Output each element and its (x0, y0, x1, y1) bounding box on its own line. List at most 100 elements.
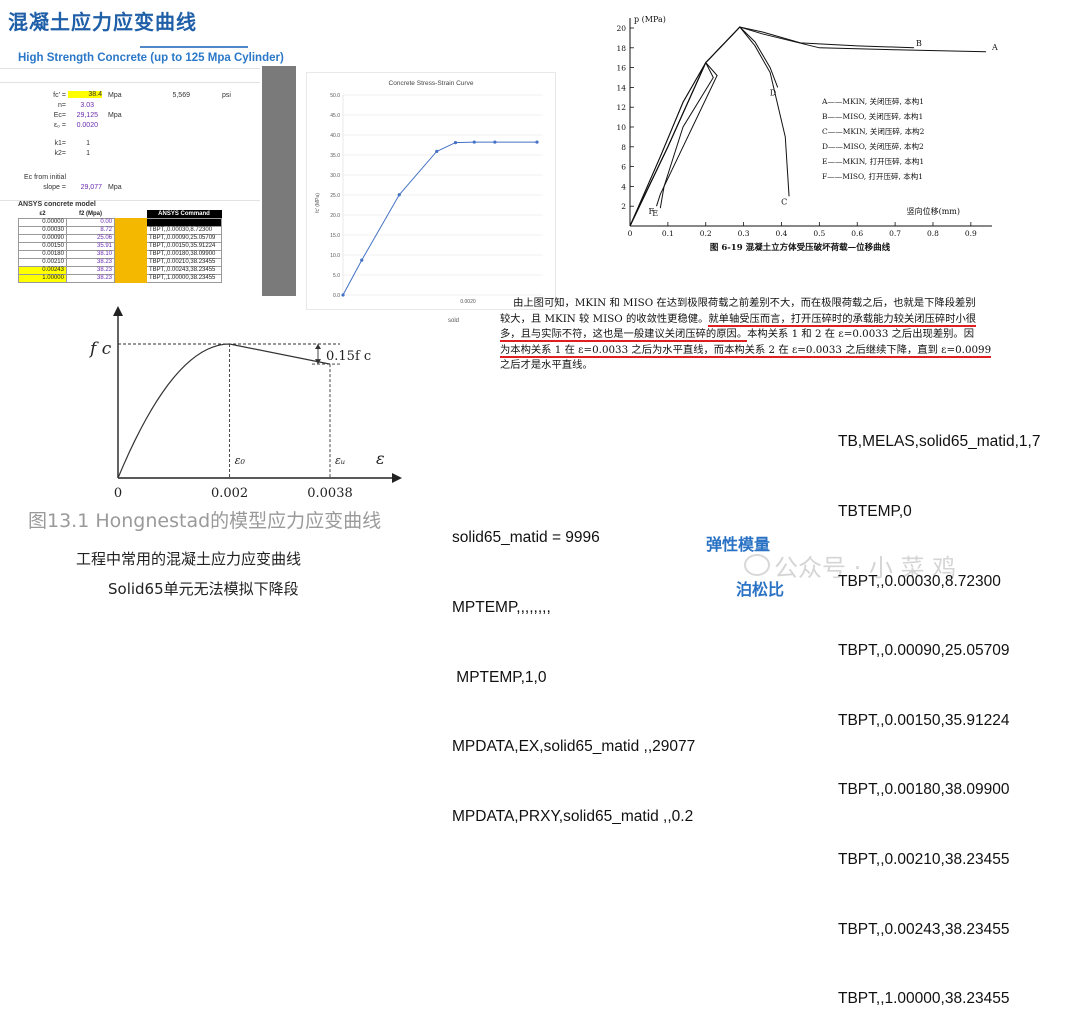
mkin-y-tick: 2 (621, 202, 626, 211)
mkin-legend-item: F——MISO, 打开压碎, 本构1 (822, 171, 923, 181)
command-line: TB,MELAS,solid65_matid,1,7 (838, 433, 1041, 451)
para-text: 之后才是水平直线。 (500, 359, 593, 371)
cell-ec-value: 29,125 (76, 112, 98, 119)
ansys-table: ε2 f2 (Mpa) ANSYS Command 0.00000 0.00 0.… (18, 210, 222, 283)
mkin-x-tick: 0.4 (776, 229, 788, 238)
cell-slope-label: slope = (43, 184, 66, 191)
excel-data-point (535, 140, 539, 144)
ansys-commands-left: solid65_matid = 9996 MPTEMP,,,,,,,, MPTE… (452, 480, 695, 851)
mkin-y-tick: 12 (616, 103, 626, 112)
mkin-legend-item: A——MKIN, 关闭压碎, 本构1 (821, 96, 924, 106)
mkin-x-tick: 0 (628, 229, 633, 238)
mkin-curve-label: E (652, 209, 658, 218)
cell-n-label: n= (58, 102, 66, 109)
sheet-gridline (0, 82, 260, 83)
excel-data-point (472, 140, 476, 144)
table-row: 0.00000 0.00 (18, 218, 222, 227)
hong-x-tick: 0 (114, 486, 122, 501)
command-line: solid65_matid = 9996 (452, 529, 600, 547)
cell-ec-unit: Mpa (108, 112, 122, 119)
cell-command: TBPT,,0.00030,8.72300 (146, 226, 222, 235)
note-common-curve: 工程中常用的混凝土应力应变曲线 (76, 550, 302, 568)
sheet-gridline (0, 200, 260, 201)
hong-annotation: 0.15f c (326, 349, 371, 364)
table-row: 0.00150 35.91 TBPT,,0.00150,35.91224 (18, 242, 222, 251)
cell-k1-value: 1 (86, 140, 90, 147)
ansys-commands-right: TB,MELAS,solid65_matid,1,7 TBTEMP,0 TBPT… (838, 384, 1040, 1034)
cell-stress: 25.06 (66, 234, 115, 243)
table-header-stress: f2 (Mpa) (79, 211, 102, 217)
mkin-curve-label: B (916, 39, 922, 48)
hongnestad-caption: 图13.1 Hongnestad的模型应力应变曲线 (28, 510, 382, 532)
mkin-y-tick: 10 (616, 123, 626, 132)
excel-y-tick: 35.0 (330, 153, 340, 159)
excel-data-point (397, 193, 401, 197)
mkin-y-tick: 16 (616, 64, 626, 73)
table-row: 0.00180 38.10 TBPT,,0.00180,38.09900 (18, 250, 222, 259)
cell-k2-value: 1 (86, 150, 90, 157)
mkin-series-c (629, 26, 790, 227)
cell-orange (114, 218, 147, 227)
mkin-y-tick: 20 (616, 24, 626, 33)
cell-stress: 35.91 (66, 242, 115, 251)
cell-stress: 38.23 (66, 266, 115, 275)
hong-curve (117, 343, 331, 479)
excel-y-tick: 0.0 (333, 293, 340, 299)
cell-strain: 0.00210 (18, 258, 67, 267)
cell-stress: 38.10 (66, 250, 115, 259)
cell-command: TBPT,,0.00090,25.05709 (146, 234, 222, 243)
cell-command: TBPT,,1.00000,38.23455 (146, 274, 222, 283)
para-line: 为本构关系 1 在 ε=0.0033 之后为水平直线，而本构关系 2 在 ε=0… (500, 343, 1022, 359)
excel-data-point (341, 293, 345, 297)
mkin-legend-item: E——MKIN, 打开压碎, 本构1 (822, 156, 924, 166)
excel-side-label: sold (448, 318, 460, 324)
cell-slope-value: 29,077 (80, 184, 102, 191)
mkin-y-tick: 8 (621, 143, 626, 152)
explanation-paragraph: 由上图可知，MKIN 和 MISO 在达到极限荷载之前差别不大，而在极限荷载之后… (500, 296, 1022, 374)
watermark: 公众号 · 小 菜 鸡 (774, 554, 957, 582)
label-poisson-ratio: 泊松比 (736, 580, 785, 599)
cell-strain: 0.00243 (18, 266, 67, 275)
mkin-curve-label: D (770, 88, 776, 97)
mkin-curve-label: C (781, 197, 787, 206)
table-header-strain: ε2 (39, 211, 46, 217)
hongnestad-chart-svg: f c ε ε₀ εᵤ 0 0.002 0.0038 0.15f c (88, 306, 402, 501)
excel-data-point (360, 258, 364, 262)
mkin-y-tick: 4 (621, 182, 626, 191)
cell-e0-value: 0.0020 (76, 122, 98, 129)
command-line: MPDATA,EX,solid65_matid ,,29077 (452, 738, 696, 756)
cell-orange (114, 258, 147, 267)
note-solid65-limit: Solid65单元无法模拟下降段 (108, 580, 299, 598)
para-text: 由上图可知，MKIN 和 MISO 在达到极限荷载之前差别不大，而在极限荷载之后… (513, 297, 976, 309)
cell-n-value: 3.03 (80, 102, 94, 109)
cell-fc-psi-unit: psi (222, 92, 231, 99)
sheet-scroll-column (262, 66, 296, 296)
hong-ylabel: f c (88, 339, 112, 359)
command-line: MPDATA,PRXY,solid65_matid ,,0.2 (452, 807, 694, 825)
mkin-x-tick: 0.8 (927, 229, 939, 238)
mkin-legend-item: D——MISO, 关闭压碎, 本构2 (822, 141, 924, 151)
mkin-miso-load-displacement-chart: p (MPa) 2 4 6 8 10 12 14 16 18 20 0 0.1 0.2 0.3 0.4 0.… (600, 4, 1005, 260)
wechat-icon (744, 554, 770, 576)
mkin-legend-item: B——MISO, 关闭压碎, 本构1 (822, 111, 923, 121)
cell-command: TBPT,,0.00150,35.91224 (146, 242, 222, 251)
cell-fc-value[interactable]: 38.4 (68, 91, 102, 98)
mkin-x-tick: 0.6 (851, 229, 863, 238)
command-line: TBPT,,0.00180,38.09900 (838, 781, 1010, 799)
cell-ec-initial-label: Ec from initial (24, 174, 67, 181)
cell-strain: 1.00000 (18, 274, 67, 283)
command-line: TBPT,,1.00000,38.23455 (838, 990, 1010, 1008)
command-line: TBPT,,0.00030,8.72300 (838, 572, 1001, 590)
para-text: 本构关系 1 和 2 在 ε=0.0033 之后出现差别。因 (747, 328, 975, 340)
hong-dimension-arrow (315, 344, 321, 349)
mkin-x-tick: 0.1 (662, 229, 674, 238)
excel-data-point (493, 140, 497, 144)
para-line: 较大，且 MKIN 较 MISO 的收敛性更稳健。就单轴受压而言，打开压碎时的承… (500, 312, 1022, 328)
excel-data-point (453, 141, 458, 145)
mkin-curve-label: F (649, 207, 655, 216)
hong-x-tick: 0.0038 (307, 486, 353, 501)
cell-stress: 0.00 (66, 218, 115, 227)
mkin-series-d (629, 26, 779, 227)
mkin-x-tick: 0.9 (965, 229, 977, 238)
cell-command: TBPT,,0.00180,38.09900 (146, 250, 222, 259)
